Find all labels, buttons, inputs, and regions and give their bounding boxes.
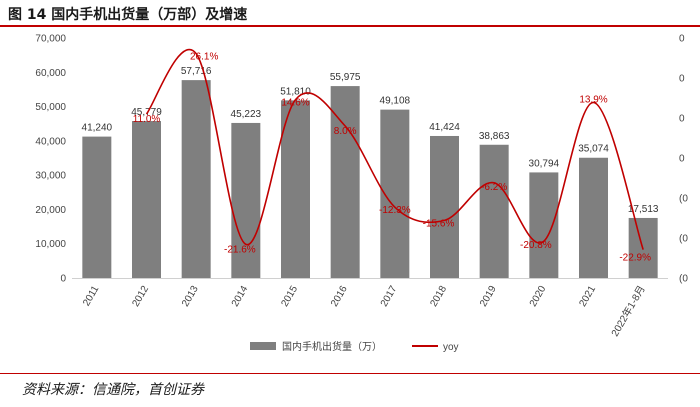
- y-left-tick-label: 10,000: [35, 239, 66, 250]
- bar-data-label: 57,716: [181, 66, 212, 77]
- bar: [181, 80, 211, 278]
- footer-rule: [0, 373, 700, 374]
- y-right-tick-label: 0: [679, 114, 685, 125]
- y-left-tick-label: 50,000: [35, 102, 66, 113]
- bar: [479, 144, 509, 278]
- legend-bar-swatch: [250, 342, 276, 350]
- y-right-tick-label: 0: [679, 74, 685, 85]
- bar-data-label: 41,424: [429, 122, 460, 133]
- yoy-data-label: -21.6%: [224, 244, 256, 255]
- yoy-data-label: 14.6%: [281, 98, 309, 109]
- x-tick-label: 2012: [130, 284, 151, 309]
- bar-data-label: 38,863: [479, 131, 510, 142]
- source-note: 资料来源：信通院，首创证券: [22, 382, 204, 398]
- x-tick-label: 2022年1-8月: [608, 283, 648, 339]
- x-tick-label: 2015: [279, 284, 300, 309]
- y-left-tick-label: 20,000: [35, 205, 66, 216]
- y-left-tick-label: 60,000: [35, 68, 66, 79]
- bar: [529, 172, 559, 278]
- x-tick-label: 2014: [230, 284, 251, 309]
- yoy-data-label: -15.6%: [423, 218, 455, 229]
- bar: [132, 121, 161, 278]
- y-left-tick-label: 30,000: [35, 171, 66, 182]
- title-rule: [0, 25, 700, 27]
- x-tick-label: 2018: [428, 284, 449, 309]
- y-left-tick-label: 0: [60, 274, 66, 285]
- yoy-data-label: -6.2%: [481, 182, 507, 193]
- bar-data-label: 55,975: [330, 72, 361, 83]
- bar: [231, 122, 261, 279]
- yoy-data-label: -12.3%: [379, 205, 411, 216]
- yoy-line: [145, 49, 644, 250]
- bar: [281, 100, 310, 278]
- bar: [579, 157, 608, 278]
- legend-line-label: yoy: [443, 342, 459, 353]
- bar: [82, 136, 112, 278]
- bar: [430, 135, 459, 278]
- yoy-data-label: 13.9%: [579, 94, 607, 105]
- x-tick-label: 2019: [478, 284, 499, 309]
- yoy-data-label: -20.8%: [520, 240, 552, 251]
- x-tick-label: 2020: [528, 284, 549, 309]
- yoy-data-label: 26.1%: [190, 52, 218, 63]
- y-right-tick-label: (0: [679, 274, 688, 285]
- bar-data-label: 45,223: [231, 109, 262, 120]
- y-left-tick-label: 40,000: [35, 136, 66, 147]
- yoy-data-label: -22.9%: [619, 253, 651, 264]
- bar-data-label: 17,513: [628, 204, 659, 215]
- yoy-data-label: 8.0%: [334, 126, 357, 137]
- y-right-tick-label: 0: [679, 34, 685, 45]
- yoy-data-label: 11.0%: [133, 114, 161, 125]
- figure-title: 图 14 国内手机出货量（万部）及增速: [8, 7, 248, 23]
- x-tick-label: 2016: [329, 284, 350, 309]
- x-tick-label: 2013: [180, 284, 201, 309]
- y-right-tick-label: (0: [679, 194, 688, 205]
- legend-bar-label: 国内手机出货量（万）: [282, 340, 382, 353]
- bar: [330, 86, 360, 278]
- bar-data-label: 41,240: [82, 123, 113, 134]
- x-tick-label: 2017: [379, 284, 400, 309]
- chart: 0 10,000 20,000 30,000 40,000 50,000 60,000 70,…: [35, 34, 688, 354]
- y-left-tick-label: 70,000: [35, 34, 66, 45]
- bar-data-label: 49,108: [380, 96, 411, 107]
- bar-data-label: 51,810: [280, 86, 311, 97]
- x-tick-label: 2011: [81, 284, 101, 309]
- y-right-tick-label: 0: [679, 154, 685, 165]
- y-right-tick-label: (0: [679, 234, 688, 245]
- x-tick-label: 2021: [577, 284, 598, 309]
- bar-data-label: 35,074: [578, 144, 609, 155]
- bar-data-label: 30,794: [529, 158, 560, 169]
